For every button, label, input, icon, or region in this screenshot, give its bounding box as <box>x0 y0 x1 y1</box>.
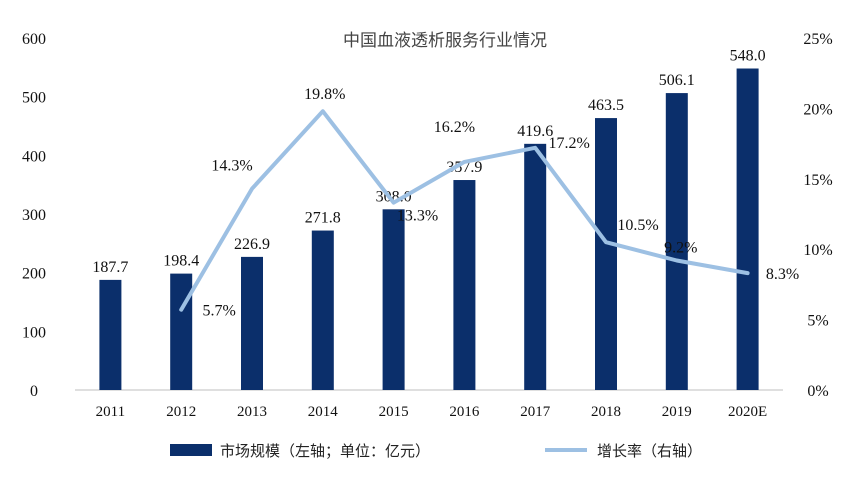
y-right-tick-label: 5% <box>807 313 828 330</box>
bar-data-label: 506.1 <box>659 72 695 89</box>
x-tick-label: 2014 <box>308 404 339 420</box>
line-data-label: 9.2% <box>664 239 697 256</box>
x-tick-label: 2012 <box>166 404 196 420</box>
y-left-tick-label: 500 <box>22 90 46 107</box>
bar <box>453 180 476 390</box>
bar <box>736 68 759 391</box>
bar <box>170 273 193 390</box>
line-data-label: 19.8% <box>304 86 345 103</box>
bar <box>524 143 547 390</box>
line-series <box>179 109 750 312</box>
y-right-tick-label: 25% <box>803 31 832 48</box>
bar <box>311 230 334 390</box>
bar-data-label: 271.8 <box>305 210 341 227</box>
legend: 市场规模（左轴；单位：亿元） 增长率（右轴） <box>170 442 702 460</box>
bar-series <box>99 68 759 391</box>
line-data-label: 13.3% <box>397 208 438 225</box>
x-tick-label: 2015 <box>379 404 409 420</box>
growth-line <box>179 109 750 312</box>
bar-data-label: 357.9 <box>446 159 482 176</box>
legend-swatch-bar <box>170 444 212 456</box>
bar <box>99 279 122 390</box>
line-labels: 5.7% 14.3% 19.8% 13.3% 16.2% 17.2% 10.5% 9.2% 8.… <box>203 86 800 320</box>
bar-data-label: 198.4 <box>163 253 199 270</box>
bar-data-label: 463.5 <box>588 97 624 114</box>
x-tick-label: 2019 <box>662 404 692 420</box>
bar <box>665 93 688 390</box>
legend-label-line: 增长率（右轴） <box>597 442 702 460</box>
y-right-tick-label: 10% <box>803 242 832 259</box>
y-left-tick-label: 300 <box>22 207 46 224</box>
y-right-tick-label: 0% <box>807 383 828 400</box>
y-left-tick-label: 200 <box>22 266 46 283</box>
line-data-label: 8.3% <box>766 266 799 283</box>
y-left-tick-label: 0 <box>30 383 38 400</box>
line-data-label: 14.3% <box>211 158 252 175</box>
y-left-tick-label: 100 <box>22 324 46 341</box>
y-right-tick-label: 20% <box>803 101 832 118</box>
bar-labels: 187.7 198.4226.9271.8308.0357.9419.6463.5… <box>92 48 765 276</box>
bar-data-label: 187.7 <box>92 259 128 276</box>
line-data-label: 5.7% <box>203 303 236 320</box>
y-left-tick-label: 400 <box>22 148 46 165</box>
line-data-label: 16.2% <box>434 119 475 136</box>
bar-data-label: 548.0 <box>730 48 766 65</box>
x-tick-label: 2020E <box>728 404 767 420</box>
bar-data-label: 419.6 <box>517 123 553 140</box>
bar-data-label: 226.9 <box>234 236 270 253</box>
bar <box>382 209 405 390</box>
bar <box>241 256 263 390</box>
x-tick-label: 2016 <box>449 404 480 420</box>
bar <box>595 118 617 390</box>
line-data-label: 10.5% <box>617 217 658 234</box>
x-tick-label: 2017 <box>520 404 551 420</box>
x-tick-label: 2013 <box>237 404 267 420</box>
chart-title: 中国血液透析服务行业情况 <box>343 31 547 51</box>
y-right-tick-label: 15% <box>803 172 832 189</box>
x-tick-label: 2011 <box>96 404 125 420</box>
x-tick-label: 2018 <box>591 404 621 420</box>
legend-label-bar: 市场规模（左轴；单位：亿元） <box>220 442 430 460</box>
line-data-label: 17.2% <box>549 135 590 152</box>
y-left-tick-label: 600 <box>22 31 46 48</box>
axes: 0 100 200 300 400 500 600 0% 5% 10% 15% 20% 25% 2011 2… <box>22 31 833 420</box>
